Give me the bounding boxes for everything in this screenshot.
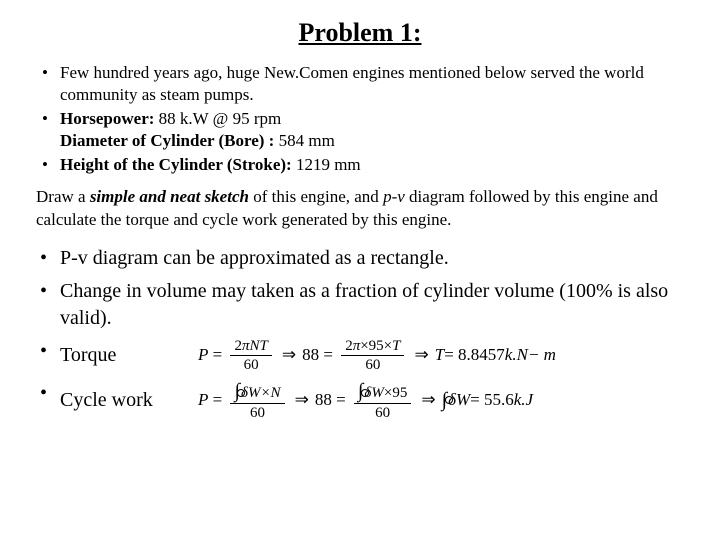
mid88: 88	[302, 344, 319, 367]
closing-text: Draw a simple and neat sketch of this en…	[36, 186, 684, 230]
implies-1: ⇒	[282, 344, 296, 367]
frac-2: 2π×95×T 60	[341, 338, 404, 374]
problem-title: Problem 1:	[36, 18, 684, 48]
given-item-3: Height of the Cylinder (Stroke): 1219 mm	[36, 154, 684, 176]
crhsu: k.J	[514, 389, 533, 412]
n1b: NT	[250, 338, 268, 354]
given-item-1: Few hundred years ago, huge New.Comen en…	[36, 62, 684, 106]
cycle-equation: P = ∫δW×N 60 ⇒ 88 = ∫δW×95 60 ⇒ ∫δW = 55…	[198, 380, 533, 422]
implies-4: ⇒	[421, 389, 435, 412]
stroke-label: Height of the Cylinder (Stroke):	[60, 155, 292, 174]
given-list: Few hundred years ago, huge New.Comen en…	[36, 62, 684, 176]
given-item-2: Horsepower: 88 k.W @ 95 rpm Diameter of …	[36, 108, 684, 152]
rhsm: − m	[528, 344, 556, 367]
n2T: T	[392, 338, 400, 354]
implies-2: ⇒	[414, 344, 428, 367]
rhsT: T	[435, 344, 444, 367]
n2b: ×95×	[360, 338, 392, 354]
n1pi: π	[242, 338, 250, 354]
closing-mid: of this engine, and	[249, 187, 383, 206]
d2: 60	[361, 356, 384, 374]
torque-label: Torque	[60, 342, 180, 369]
sol-item-1: P-v diagram can be approximated as a rec…	[36, 245, 684, 272]
solution-list: P-v diagram can be approximated as a rec…	[36, 245, 684, 422]
rhsVal: = 8.8457	[444, 344, 505, 367]
fracc-1: ∫δW×N 60	[230, 380, 284, 422]
hp-label: Horsepower:	[60, 109, 154, 128]
implies-3: ⇒	[295, 389, 309, 412]
n2a: 2	[345, 338, 353, 354]
hp-value: 88 k.W @ 95 rpm	[154, 109, 281, 128]
oint-1: ∫	[234, 380, 239, 402]
closing-pre: Draw a	[36, 187, 90, 206]
sol-item-cycle: Cycle work P = ∫δW×N 60 ⇒ 88 = ∫δW×95 60	[36, 380, 684, 422]
n1a: 2	[234, 338, 242, 354]
eq-P2: P	[198, 389, 208, 412]
cycle-label: Cycle work	[60, 387, 180, 414]
eq-P: P	[198, 344, 208, 367]
stroke-value: 1219 mm	[292, 155, 361, 174]
cmid88: 88	[315, 389, 332, 412]
oint-2: ∫	[358, 380, 363, 402]
rhskn: k.N	[505, 344, 528, 367]
fracc-2: ∫δW×95 60	[354, 380, 411, 422]
closing-pv: p-v	[383, 187, 405, 206]
sol-item-2: Change in volume may taken as a fraction…	[36, 278, 684, 332]
cn2b: ×95	[384, 385, 407, 401]
closing-em: simple and neat sketch	[90, 187, 249, 206]
page: Problem 1: Few hundred years ago, huge N…	[0, 0, 720, 540]
frac-1: 2πNT 60	[230, 338, 271, 374]
cn1b: ×N	[260, 385, 280, 401]
d1: 60	[240, 356, 263, 374]
torque-equation: P = 2πNT 60 ⇒ 88 = 2π×95×T 60 ⇒ T = 8.84…	[198, 338, 556, 374]
bore-value: 584 mm	[274, 131, 334, 150]
cd1: 60	[246, 404, 269, 422]
oint-3: ∫	[442, 387, 447, 414]
bore-label: Diameter of Cylinder (Bore) :	[60, 131, 274, 150]
crhsv: = 55.6	[470, 389, 514, 412]
sol-item-torque: Torque P = 2πNT 60 ⇒ 88 = 2π×95×T 60	[36, 338, 684, 374]
cd2: 60	[371, 404, 394, 422]
